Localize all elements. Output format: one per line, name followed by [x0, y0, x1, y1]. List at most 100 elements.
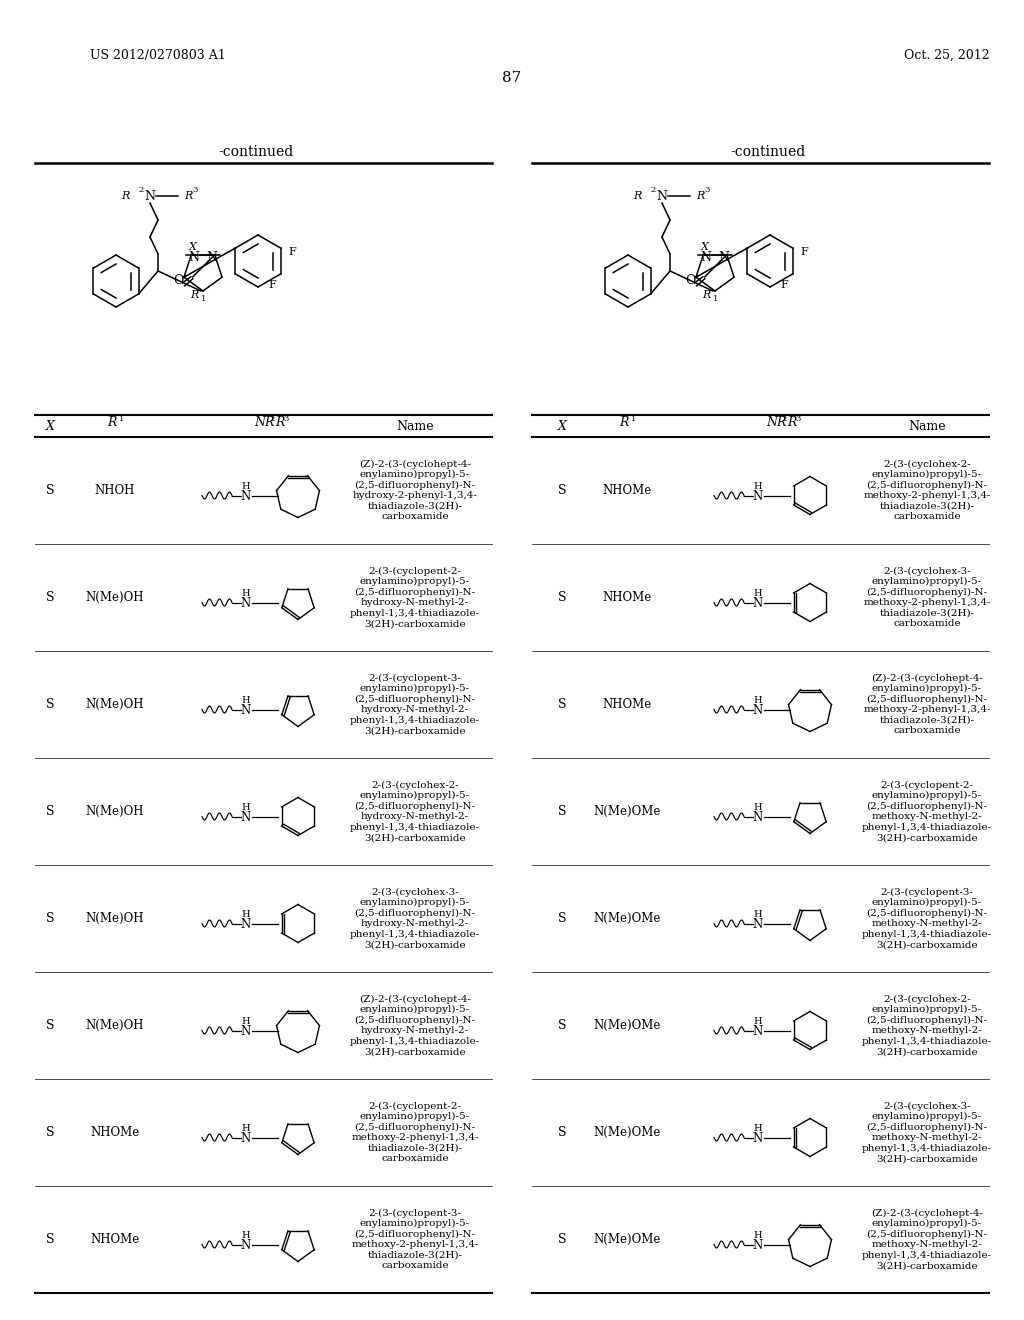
Text: S: S — [46, 912, 54, 925]
Text: H: H — [754, 1232, 762, 1239]
Text: N(Me)OMe: N(Me)OMe — [593, 1126, 660, 1139]
Text: (Z)-2-(3-(cyclohept-4-
enylamino)propyl)-5-
(2,5-difluorophenyl)-N-
hydroxy-2-ph: (Z)-2-(3-(cyclohept-4- enylamino)propyl)… — [352, 459, 477, 521]
Text: R: R — [184, 191, 193, 201]
Text: 3: 3 — [795, 414, 801, 422]
Text: S: S — [558, 1233, 566, 1246]
Text: NHOMe: NHOMe — [602, 484, 651, 498]
Text: N: N — [206, 251, 217, 264]
Text: 1: 1 — [119, 414, 124, 422]
Text: N: N — [144, 190, 156, 202]
Text: S: S — [46, 805, 54, 818]
Text: 2: 2 — [781, 414, 786, 422]
Text: (Z)-2-(3-(cyclohept-4-
enylamino)propyl)-5-
(2,5-difluorophenyl)-N-
hydroxy-N-me: (Z)-2-(3-(cyclohept-4- enylamino)propyl)… — [350, 995, 480, 1056]
Text: 87: 87 — [503, 71, 521, 84]
Text: Name: Name — [396, 420, 434, 433]
Text: 1: 1 — [201, 294, 206, 302]
Text: 2: 2 — [138, 186, 143, 194]
Text: NHOMe: NHOMe — [602, 591, 651, 605]
Text: R: R — [634, 191, 642, 201]
Text: S: S — [46, 1233, 54, 1246]
Text: S: S — [558, 1019, 566, 1032]
Text: NHOMe: NHOMe — [602, 698, 651, 711]
Text: S: S — [46, 1019, 54, 1032]
Text: H: H — [242, 909, 250, 919]
Text: F: F — [268, 280, 275, 290]
Text: H: H — [754, 696, 762, 705]
Text: N: N — [753, 917, 763, 931]
Text: 2-(3-(cyclohex-3-
enylamino)propyl)-5-
(2,5-difluorophenyl)-N-
hydroxy-N-methyl-: 2-(3-(cyclohex-3- enylamino)propyl)-5- (… — [350, 888, 480, 949]
Text: X: X — [45, 420, 54, 433]
Text: S: S — [558, 805, 566, 818]
Text: Oct. 25, 2012: Oct. 25, 2012 — [904, 49, 990, 62]
Text: N(Me)OMe: N(Me)OMe — [593, 1233, 660, 1246]
Text: 1: 1 — [631, 414, 636, 422]
Text: H: H — [754, 1125, 762, 1133]
Text: Name: Name — [908, 420, 946, 433]
Text: S: S — [558, 484, 566, 498]
Text: H: H — [754, 803, 762, 812]
Text: H: H — [754, 909, 762, 919]
Text: N(Me)OH: N(Me)OH — [86, 1019, 144, 1032]
Text: N: N — [241, 1239, 251, 1251]
Text: R: R — [702, 290, 711, 300]
Text: X: X — [557, 420, 566, 433]
Text: (Z)-2-(3-(cyclohept-4-
enylamino)propyl)-5-
(2,5-difluorophenyl)-N-
methoxy-N-me: (Z)-2-(3-(cyclohept-4- enylamino)propyl)… — [862, 1209, 992, 1270]
Text: NR: NR — [766, 417, 786, 429]
Text: 1: 1 — [713, 294, 718, 302]
Text: S: S — [558, 912, 566, 925]
Text: 2-(3-(cyclopent-2-
enylamino)propyl)-5-
(2,5-difluorophenyl)-N-
hydroxy-N-methyl: 2-(3-(cyclopent-2- enylamino)propyl)-5- … — [350, 566, 480, 628]
Text: N: N — [241, 1133, 251, 1144]
Text: N: N — [753, 1133, 763, 1144]
Text: S: S — [46, 591, 54, 605]
Text: N(Me)OMe: N(Me)OMe — [593, 1019, 660, 1032]
Text: N(Me)OH: N(Me)OH — [86, 698, 144, 711]
Text: NHOH: NHOH — [95, 484, 135, 498]
Text: S: S — [46, 1126, 54, 1139]
Text: 2-(3-(cyclopent-3-
enylamino)propyl)-5-
(2,5-difluorophenyl)-N-
hydroxy-N-methyl: 2-(3-(cyclopent-3- enylamino)propyl)-5- … — [350, 673, 480, 735]
Text: 2-(3-(cyclopent-3-
enylamino)propyl)-5-
(2,5-difluorophenyl)-N-
methoxy-N-methyl: 2-(3-(cyclopent-3- enylamino)propyl)-5- … — [862, 888, 992, 949]
Text: H: H — [754, 589, 762, 598]
Text: 2-(3-(cyclohex-3-
enylamino)propyl)-5-
(2,5-difluorophenyl)-N-
methoxy-N-methyl-: 2-(3-(cyclohex-3- enylamino)propyl)-5- (… — [862, 1102, 992, 1163]
Text: N: N — [700, 251, 712, 264]
Text: N: N — [241, 490, 251, 503]
Text: R: R — [696, 191, 705, 201]
Text: N: N — [753, 810, 763, 824]
Text: H: H — [242, 696, 250, 705]
Text: N: N — [753, 704, 763, 717]
Text: -continued: -continued — [218, 145, 294, 158]
Text: N: N — [241, 1026, 251, 1038]
Text: R: R — [620, 417, 629, 429]
Text: S: S — [46, 698, 54, 711]
Text: N: N — [753, 1239, 763, 1251]
Text: S: S — [46, 484, 54, 498]
Text: 2: 2 — [269, 414, 274, 422]
Text: N(Me)OH: N(Me)OH — [86, 805, 144, 818]
Text: X: X — [701, 242, 709, 252]
Text: 2-(3-(cyclopent-2-
enylamino)propyl)-5-
(2,5-difluorophenyl)-N-
methoxy-N-methyl: 2-(3-(cyclopent-2- enylamino)propyl)-5- … — [862, 781, 992, 842]
Text: N: N — [188, 251, 200, 264]
Text: N(Me)OH: N(Me)OH — [86, 912, 144, 925]
Text: N: N — [241, 810, 251, 824]
Text: 3: 3 — [705, 186, 710, 194]
Text: -continued: -continued — [730, 145, 806, 158]
Text: F: F — [289, 247, 296, 257]
Text: H: H — [754, 1016, 762, 1026]
Text: 3: 3 — [193, 186, 198, 194]
Text: N: N — [656, 190, 668, 202]
Text: 2-(3-(cyclopent-2-
enylamino)propyl)-5-
(2,5-difluorophenyl)-N-
methoxy-2-phenyl: 2-(3-(cyclopent-2- enylamino)propyl)-5- … — [351, 1102, 479, 1163]
Text: NHOMe: NHOMe — [90, 1233, 139, 1246]
Text: N(Me)OMe: N(Me)OMe — [593, 912, 660, 925]
Text: N: N — [718, 251, 729, 264]
Text: N: N — [241, 917, 251, 931]
Text: R: R — [122, 191, 130, 201]
Text: R: R — [108, 417, 117, 429]
Text: O: O — [686, 275, 696, 288]
Text: N: N — [241, 704, 251, 717]
Text: N(Me)OH: N(Me)OH — [86, 591, 144, 605]
Text: N: N — [753, 1026, 763, 1038]
Text: 2: 2 — [650, 186, 655, 194]
Text: H: H — [242, 589, 250, 598]
Text: X: X — [189, 242, 197, 252]
Text: NHOMe: NHOMe — [90, 1126, 139, 1139]
Text: H: H — [242, 803, 250, 812]
